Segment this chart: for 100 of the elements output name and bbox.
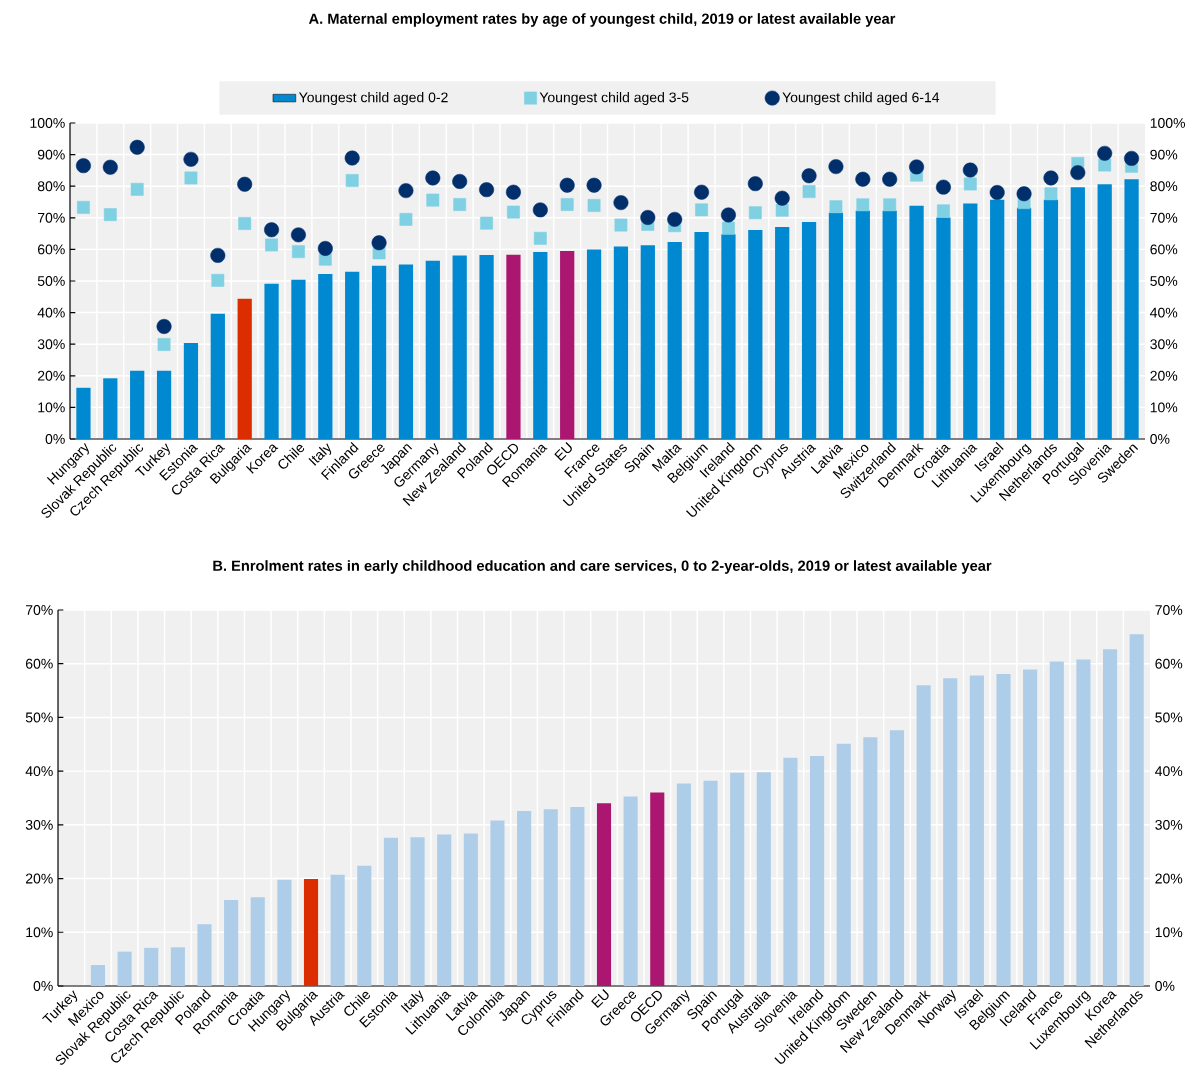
y-tick-label: 20% (25, 873, 53, 884)
point (989, 185, 1005, 200)
bar (117, 951, 132, 986)
bar (170, 947, 185, 986)
point (775, 203, 789, 217)
point (1044, 187, 1058, 201)
point (586, 177, 602, 193)
bar (560, 250, 575, 439)
point (1097, 145, 1113, 161)
point (855, 171, 871, 187)
y2-tick-label: 30% (1150, 339, 1178, 350)
bar (90, 965, 106, 986)
point (802, 185, 816, 198)
point (345, 174, 359, 187)
bar (1097, 184, 1112, 439)
point (587, 199, 601, 212)
y-tick-label: 30% (37, 339, 65, 350)
bar (703, 780, 718, 986)
bar (828, 212, 844, 439)
y2-tick-label: 90% (1150, 149, 1178, 160)
bar (889, 730, 905, 986)
point (560, 198, 574, 211)
point (130, 182, 144, 196)
y-tick-label: 60% (37, 244, 65, 255)
bar (1016, 207, 1032, 439)
point (937, 204, 950, 218)
bar (303, 879, 319, 986)
point (211, 273, 225, 287)
bar (291, 279, 306, 439)
point (452, 173, 468, 189)
point (747, 176, 763, 192)
bar (103, 378, 118, 439)
point (156, 319, 172, 334)
bar (863, 737, 878, 986)
legend-label: Youngest child aged 6-14 (782, 92, 940, 106)
y-tick-label: 70% (37, 212, 65, 223)
point (317, 240, 333, 256)
point (371, 235, 387, 251)
point (909, 159, 925, 175)
y2-tick-label: 20% (1155, 873, 1183, 884)
bar (936, 217, 951, 439)
point (77, 200, 90, 214)
bar (210, 313, 225, 439)
point (426, 193, 440, 207)
bar (264, 283, 279, 439)
y2-tick-label: 10% (1155, 927, 1183, 938)
bar (613, 246, 629, 439)
bar (490, 820, 505, 986)
point (183, 151, 199, 167)
y-tick-label: 80% (37, 181, 65, 192)
legend-label: Youngest child aged 0-2 (299, 92, 448, 106)
point (507, 205, 520, 219)
bar (183, 342, 199, 439)
point (667, 211, 683, 227)
bar (836, 743, 851, 986)
bar (990, 199, 1005, 439)
bar (277, 879, 292, 986)
y-tick-label: 70% (25, 605, 53, 615)
bar (345, 271, 360, 439)
y2-tick-label: 40% (1150, 307, 1178, 318)
point (829, 200, 843, 214)
bar (76, 387, 91, 439)
bar (916, 685, 931, 986)
y-tick-label: 0% (45, 434, 65, 444)
y-tick-label: 50% (25, 712, 53, 723)
bar (667, 242, 682, 439)
point (559, 177, 575, 193)
bar (224, 900, 239, 986)
bar (517, 810, 532, 986)
y2-tick-label: 50% (1150, 276, 1178, 286)
bar (398, 264, 414, 439)
bar (775, 226, 790, 439)
point (210, 247, 226, 263)
bar (810, 756, 825, 986)
bar (383, 837, 398, 986)
point (399, 212, 413, 226)
bar (623, 796, 638, 986)
y2-tick-label: 0% (1155, 981, 1175, 991)
bar (463, 833, 478, 986)
point (103, 208, 117, 222)
y-tick-label: 60% (25, 658, 53, 669)
bar (1103, 649, 1118, 986)
bar (156, 370, 172, 439)
bar (1124, 179, 1139, 439)
bar (533, 251, 548, 439)
point (640, 210, 656, 225)
bar (543, 809, 558, 986)
bar (909, 205, 924, 439)
point (1016, 186, 1032, 202)
y2-tick-label: 0% (1150, 434, 1170, 444)
bar (452, 255, 467, 439)
y-tick-label: 40% (25, 766, 53, 777)
y-tick-label: 50% (37, 276, 65, 286)
bar (1129, 634, 1144, 986)
chart-title: B. Enrolment rates in early childhood education and care services, 0 to 2-year-olds, 2019 or latest available year (213, 560, 992, 574)
point (479, 182, 495, 198)
point (425, 170, 441, 186)
y-tick-label: 30% (25, 819, 53, 830)
legend-label: Youngest child aged 3-5 (539, 92, 689, 106)
bar (996, 673, 1011, 986)
